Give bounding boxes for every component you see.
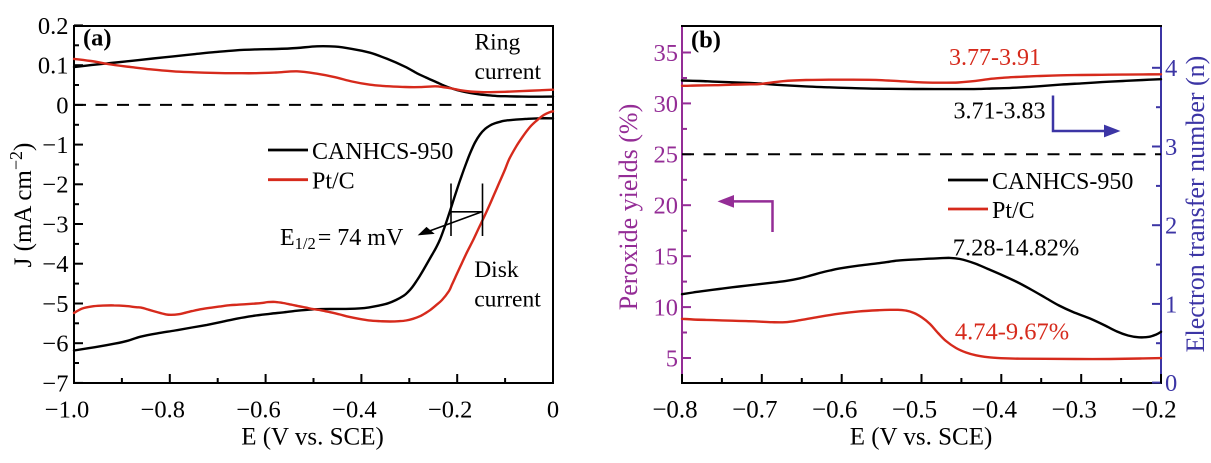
svg-text:E1/2 = 74 mV: E1/2 = 74 mV [280, 225, 404, 253]
svg-text:4.74-9.67%: 4.74-9.67% [955, 319, 1069, 346]
svg-text:−4: −4 [42, 251, 68, 278]
svg-text:−0.6: −0.6 [236, 396, 280, 423]
svg-text:CANHCS-950: CANHCS-950 [992, 169, 1133, 195]
svg-text:−3: −3 [42, 211, 68, 238]
svg-text:4: 4 [1165, 55, 1177, 82]
svg-text:15: 15 [654, 244, 679, 271]
svg-text:30: 30 [654, 91, 679, 118]
svg-text:0: 0 [1165, 370, 1177, 397]
svg-text:−0.2: −0.2 [428, 396, 472, 423]
svg-text:−0.4: −0.4 [972, 396, 1018, 423]
svg-text:0: 0 [547, 396, 559, 423]
svg-text:−2: −2 [42, 172, 68, 199]
svg-text:−0.5: −0.5 [892, 396, 937, 423]
svg-text:Pt/C: Pt/C [312, 169, 355, 195]
svg-text:−0.8: −0.8 [141, 396, 185, 423]
svg-text:25: 25 [654, 142, 679, 169]
svg-text:Peroxide yields (%): Peroxide yields (%) [614, 104, 643, 311]
svg-text:current: current [475, 59, 542, 85]
svg-text:−0.6: −0.6 [812, 396, 857, 423]
svg-text:0.2: 0.2 [38, 13, 69, 40]
svg-text:Electron transfer number (n): Electron transfer number (n) [1181, 56, 1210, 353]
svg-text:5: 5 [666, 345, 678, 372]
svg-text:−7: −7 [42, 370, 68, 397]
svg-text:Pt/C: Pt/C [992, 198, 1035, 224]
svg-text:E (V vs. SCE): E (V vs. SCE) [241, 423, 384, 450]
svg-text:E (V vs. SCE): E (V vs. SCE) [850, 423, 993, 450]
svg-text:2: 2 [1165, 213, 1177, 240]
svg-text:−1: −1 [42, 132, 68, 159]
svg-text:−0.7: −0.7 [732, 396, 777, 423]
svg-text:0: 0 [56, 92, 68, 119]
svg-text:(b): (b) [691, 27, 721, 54]
svg-text:−6: −6 [42, 331, 68, 358]
svg-text:1: 1 [1165, 291, 1177, 318]
svg-text:3.71-3.83: 3.71-3.83 [954, 99, 1046, 125]
svg-text:3: 3 [1165, 134, 1177, 161]
svg-text:−5: −5 [42, 291, 68, 318]
svg-text:10: 10 [654, 295, 679, 322]
svg-text:−0.2: −0.2 [1131, 396, 1176, 423]
svg-text:Disk: Disk [474, 257, 519, 283]
svg-text:20: 20 [654, 193, 679, 220]
svg-text:−0.8: −0.8 [652, 396, 697, 423]
svg-text:−0.4: −0.4 [332, 396, 376, 423]
svg-text:(a): (a) [83, 25, 112, 52]
svg-text:−1.0: −1.0 [45, 396, 89, 423]
svg-text:Ring: Ring [475, 30, 521, 56]
svg-text:3.77-3.91: 3.77-3.91 [949, 45, 1041, 71]
svg-text:current: current [474, 287, 541, 313]
svg-text:0.1: 0.1 [38, 53, 69, 80]
svg-text:35: 35 [654, 40, 679, 67]
svg-text:7.28-14.82%: 7.28-14.82% [953, 235, 1080, 262]
svg-text:−0.3: −0.3 [1052, 396, 1097, 423]
svg-text:CANHCS-950: CANHCS-950 [312, 139, 453, 165]
